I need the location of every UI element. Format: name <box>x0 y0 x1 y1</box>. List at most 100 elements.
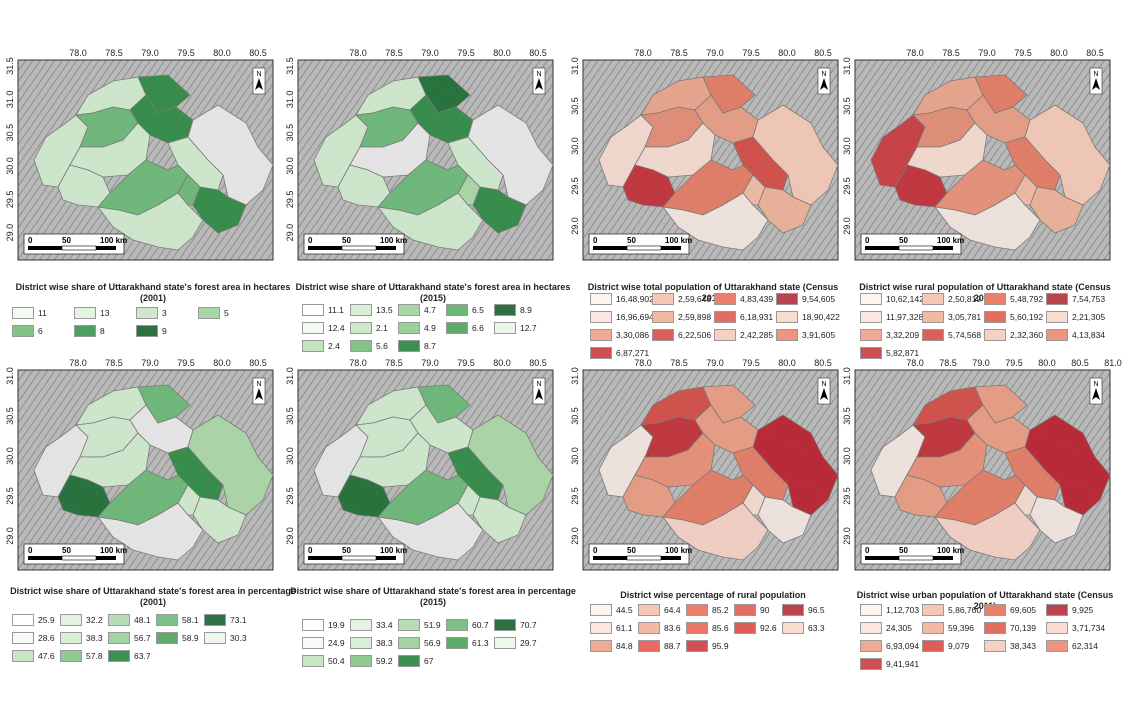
svg-text:100 km: 100 km <box>100 236 127 245</box>
svg-text:0: 0 <box>28 236 33 245</box>
legend-label: 11 <box>38 308 47 318</box>
longitude-tick: 79.0 <box>706 48 724 58</box>
legend-label: 9 <box>162 326 167 336</box>
latitude-tick: 30.0 <box>5 157 15 175</box>
latitude-tick: 30.0 <box>570 447 580 465</box>
legend-swatch <box>782 604 804 616</box>
legend-swatch <box>922 329 944 341</box>
legend-swatch <box>590 329 612 341</box>
map-title: District wise percentage of rural popula… <box>620 590 806 600</box>
legend-label: 56.7 <box>134 633 151 643</box>
latitude-tick: 30.5 <box>5 407 15 425</box>
legend-swatch <box>398 340 420 352</box>
latitude-tick: 29.0 <box>285 527 295 545</box>
legend-label: 61.1 <box>616 623 633 633</box>
longitude-tick: 78.5 <box>670 48 688 58</box>
legend-label: 9,079 <box>948 641 970 651</box>
legend-item: 2,32,360 <box>984 328 1043 342</box>
legend-item: 2.4 <box>302 339 340 353</box>
longitude-tick: 78.5 <box>942 48 960 58</box>
legend-swatch <box>60 650 82 662</box>
latitude-tick: 30.0 <box>5 447 15 465</box>
latitude-tick: 29.0 <box>570 527 580 545</box>
longitude-tick: 80.0 <box>213 358 231 368</box>
map-panel: 78.0 78.5 79.0 79.5 80.0 80.5 31.0 30.5 30.0 29.5… <box>285 358 554 571</box>
legend-label: 33.4 <box>376 620 393 630</box>
legend-label: 88.7 <box>664 641 681 651</box>
legend-label: 6 <box>38 326 43 336</box>
legend-label: 2,32,360 <box>1010 330 1044 340</box>
legend-item: 73.1 <box>204 613 247 627</box>
latitude-tick: 31.0 <box>285 91 295 109</box>
north-arrow-icon: N <box>532 377 546 405</box>
legend-item: 13.5 <box>350 303 393 317</box>
longitude-tick: 78.5 <box>939 358 957 368</box>
svg-text:50: 50 <box>342 546 351 555</box>
legend-item: 38,343 <box>984 639 1036 653</box>
longitude-tick: 78.5 <box>105 358 123 368</box>
longitude-tick: 79.0 <box>421 358 439 368</box>
legend-swatch <box>12 307 34 319</box>
legend-swatch <box>302 655 324 667</box>
legend-item: 9,079 <box>922 639 969 653</box>
north-arrow-icon: N <box>1089 67 1103 95</box>
legend-label: 9,925 <box>1072 605 1094 615</box>
district-region <box>934 192 1041 251</box>
legend-item: 51.9 <box>398 618 441 632</box>
legend-swatch <box>60 614 82 626</box>
legend-label: 73.1 <box>230 615 247 625</box>
legend-label: 24.9 <box>328 638 345 648</box>
legend-swatch <box>860 329 882 341</box>
legend-swatch <box>398 619 420 631</box>
longitude-tick: 78.5 <box>670 358 688 368</box>
latitude-tick: 30.5 <box>842 407 852 425</box>
legend-item: 24,305 <box>860 621 912 635</box>
legend-item: 61.1 <box>590 621 633 635</box>
legend-item: 2,21,305 <box>1046 310 1105 324</box>
district-region <box>457 174 481 206</box>
legend-swatch <box>1046 329 1068 341</box>
latitude-tick: 29.0 <box>5 224 15 242</box>
legend-swatch <box>398 637 420 649</box>
latitude-tick: 30.5 <box>570 97 580 115</box>
longitude-tick: 79.5 <box>742 48 760 58</box>
legend-label: 10,62,142 <box>886 294 924 304</box>
legend-label: 6.5 <box>472 305 484 315</box>
map-panel: 78.0 78.5 79.0 79.5 80.0 80.5 31.5 31.0 30.5 30.0… <box>5 48 274 261</box>
legend-swatch <box>638 640 660 652</box>
legend-item: 83.6 <box>638 621 681 635</box>
map-panel: 78.0 78.5 79.0 79.5 80.0 80.5 31.0 30.5 30.0 29.5… <box>842 48 1111 261</box>
legend-label: 11,97,328 <box>886 312 924 322</box>
latitude-tick: 31.5 <box>5 57 15 75</box>
legend-label: 4.7 <box>424 305 436 315</box>
district-region <box>662 192 769 251</box>
svg-text:50: 50 <box>627 236 636 245</box>
legend-swatch <box>590 622 612 634</box>
legend-item: 85.6 <box>686 621 729 635</box>
legend-swatch <box>590 311 612 323</box>
legend-label: 92.6 <box>760 623 777 633</box>
longitude-tick: 78.0 <box>349 48 367 58</box>
legend-item: 30.3 <box>204 631 247 645</box>
scale-bar: 0 50 100 km <box>303 543 407 565</box>
legend-label: 4,83,439 <box>740 294 774 304</box>
legend-item: 6,87,271 <box>590 346 649 360</box>
legend-swatch <box>782 622 804 634</box>
legend-item: 96.5 <box>782 603 825 617</box>
legend-label: 18,90,422 <box>802 312 840 322</box>
legend-label: 85.2 <box>712 605 729 615</box>
legend-swatch <box>590 347 612 359</box>
district-region <box>377 192 484 251</box>
legend-item: 95.9 <box>686 639 729 653</box>
legend-item: 5,82,871 <box>860 346 919 360</box>
svg-text:0: 0 <box>865 236 870 245</box>
legend-item: 2,59,648 <box>652 292 711 306</box>
legend-swatch <box>12 614 34 626</box>
legend-item: 88.7 <box>638 639 681 653</box>
legend-swatch <box>652 293 674 305</box>
legend-swatch <box>350 655 372 667</box>
legend-item: 6 <box>12 324 43 338</box>
legend-swatch <box>860 347 882 359</box>
map-panel: 78.0 78.5 79.0 79.5 80.0 80.5 31.0 30.5 30.0 29.5… <box>570 48 839 261</box>
legend-label: 1,12,703 <box>886 605 920 615</box>
